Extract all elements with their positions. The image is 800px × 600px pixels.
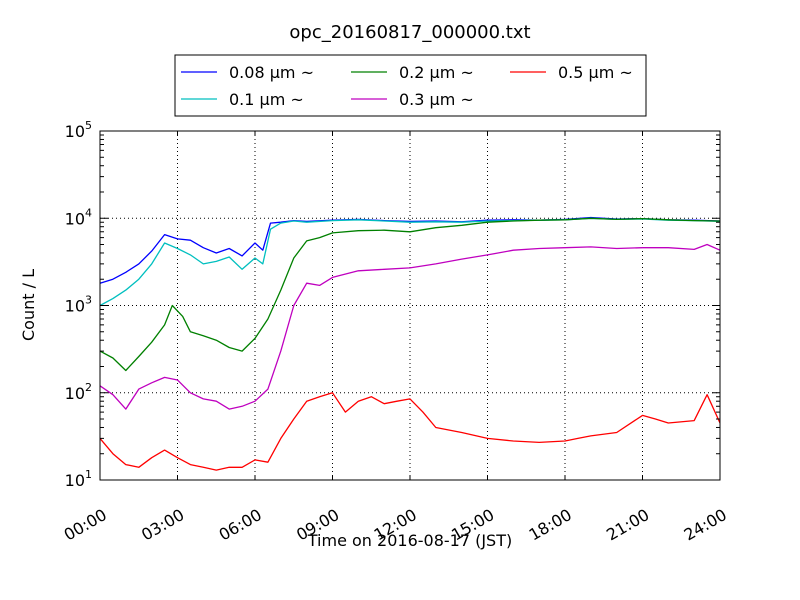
legend-label-2: 0.1 μm ~ xyxy=(229,90,304,109)
series-line-5 xyxy=(99,392,721,471)
legend-label-5: 0.5 μm ~ xyxy=(558,63,633,82)
legend-label-1: 0.08 μm ~ xyxy=(229,63,314,82)
legend-label-4: 0.3 μm ~ xyxy=(399,90,474,109)
legend-frame xyxy=(174,54,647,117)
y-axis-label: Count / L xyxy=(19,269,38,341)
y-tick-label: 105 xyxy=(65,119,92,141)
y-tick-label: 102 xyxy=(65,381,92,403)
y-tick-label: 103 xyxy=(65,294,92,316)
x-axis-label: Time on 2016-08-17 (JST) xyxy=(307,531,512,550)
legend-label-3: 0.2 μm ~ xyxy=(399,63,474,82)
chart-title: opc_20160817_000000.txt xyxy=(289,22,530,43)
series-layer xyxy=(99,216,721,471)
legend: 0.08 μm ~ 0.1 μm ~ 0.2 μm ~ 0.3 μm ~ 0.5 μm … xyxy=(174,54,647,117)
series-line-3 xyxy=(99,217,721,372)
grid xyxy=(100,131,720,480)
series-line-4 xyxy=(99,243,721,410)
y-tick-label: 104 xyxy=(65,206,92,228)
y-tick-label: 101 xyxy=(65,468,92,490)
